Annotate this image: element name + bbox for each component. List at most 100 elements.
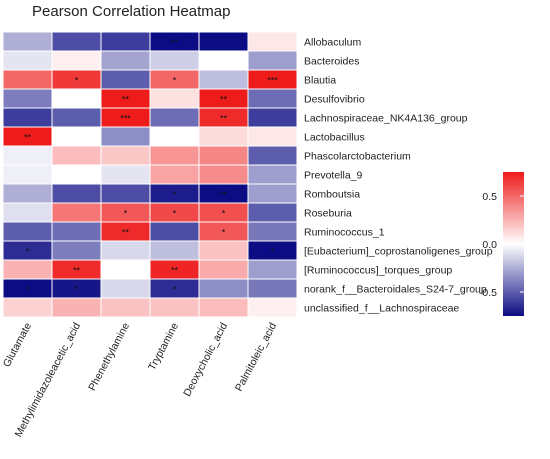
heatmap-cell-phascolarctobacterium-phenethylamine [100,145,151,166]
heatmap-cell-ruminococcus-1-palmitoleic-acid [247,221,298,242]
significance-mark: * [173,209,177,219]
significance-mark: * [124,209,128,219]
significance-mark: ** [122,95,130,105]
row-label-norank-f-bacteroidales-s24-7-group: norank_f__Bacteroidales_S24-7_group [304,284,487,296]
heatmap-cell-norank-f-bacteroidales-s24-7-group-phenethylamine [100,278,151,299]
heatmap-cell-prevotella-9-methylimidazoleacetic-acid [51,164,102,185]
significance-mark: * [26,247,30,257]
heatmap-cell-allobaculum-deoxycholic-acid [198,31,249,52]
heatmap-cell-desulfovibrio-methylimidazoleacetic-acid [51,88,102,109]
heatmap-cell-lachnospiraceae-nk4a136-group-palmitoleic-acid [247,107,298,128]
heatmap-cells [2,31,298,318]
heatmap-cell-unclassified-f-lachnospiraceae-deoxycholic-acid [198,297,249,318]
column-label-glutamate: Glutamate [1,321,34,370]
heatmap-cell-roseburia-methylimidazoleacetic-acid [51,202,102,223]
significance-mark: * [271,247,275,257]
column-label-phenethylamine: Phenethylamine [86,321,132,393]
heatmap-cell-phascolarctobacterium-deoxycholic-acid [198,145,249,166]
heatmap-cell-desulfovibrio-palmitoleic-acid [247,88,298,109]
heatmap-cell-phascolarctobacterium-palmitoleic-acid [247,145,298,166]
row-label-unclassified-f-lachnospiraceae: unclassified_f__Lachnospiraceae [304,303,459,315]
heatmap-cell-bacteroides-deoxycholic-acid [198,50,249,71]
heatmap-cell-eubacterium-coprostanoligenes-group-deoxycholic-acid [198,240,249,261]
heatmap-cell-norank-f-bacteroidales-s24-7-group-palmitoleic-acid [247,278,298,299]
heatmap-cell-unclassified-f-lachnospiraceae-tryptamine [149,297,200,318]
heatmap-cell-prevotella-9-glutamate [2,164,53,185]
significance-marks: *** * ***** ***** ***** *** * *** ** *** *** * * [24,38,278,295]
significance-mark: * [75,76,79,86]
row-label-desulfovibrio: Desulfovibrio [304,94,365,106]
heatmap-cell-unclassified-f-lachnospiraceae-palmitoleic-acid [247,297,298,318]
column-label-tryptamine: Tryptamine [146,321,181,373]
heatmap-cell-bacteroides-palmitoleic-acid [247,50,298,71]
significance-mark: ** [171,266,179,276]
heatmap-cell-allobaculum-methylimidazoleacetic-acid [51,31,102,52]
row-label-ruminococcus-1: Ruminococcus_1 [304,227,385,239]
row-label-blautia: Blautia [304,75,336,87]
legend-color-bar [503,172,524,316]
row-labels: Allobaculum Bacteroides Blautia Desulfovibr… [304,37,493,315]
significance-mark: ** [73,266,81,276]
heatmap-cell-blautia-glutamate [2,69,53,90]
significance-mark: ** [220,95,228,105]
heatmap-cell-phascolarctobacterium-methylimidazoleacetic-acid [51,145,102,166]
heatmap-cell-bacteroides-tryptamine [149,50,200,71]
heatmap-cell-lachnospiraceae-nk4a136-group-methylimidazoleacetic-acid [51,107,102,128]
heatmap-cell-bacteroides-phenethylamine [100,50,151,71]
heatmap-cell-blautia-deoxycholic-acid [198,69,249,90]
row-label-prevotella-9: Prevotella_9 [304,170,363,182]
heatmap-cell-roseburia-glutamate [2,202,53,223]
heatmap-cell-bacteroides-methylimidazoleacetic-acid [51,50,102,71]
significance-mark: ** [171,38,179,48]
significance-mark: *** [267,76,278,86]
row-label-roseburia: Roseburia [304,208,352,220]
heatmap-cell-ruminococcus-torques-group-glutamate [2,259,53,280]
heatmap-cell-romboutsia-palmitoleic-acid [247,183,298,204]
heatmap-cell-desulfovibrio-glutamate [2,88,53,109]
legend-tick-label: 0.5 [482,191,497,203]
significance-mark: * [222,209,226,219]
heatmap-cell-ruminococcus-1-glutamate [2,221,53,242]
heatmap-cell-unclassified-f-lachnospiraceae-phenethylamine [100,297,151,318]
heatmap-cell-ruminococcus-1-tryptamine [149,221,200,242]
heatmap-cell-prevotella-9-palmitoleic-acid [247,164,298,185]
significance-mark: ** [220,190,228,200]
heatmap-cell-lactobacillus-tryptamine [149,126,200,147]
heatmap-cell-phascolarctobacterium-tryptamine [149,145,200,166]
heatmap-cell-lachnospiraceae-nk4a136-group-tryptamine [149,107,200,128]
row-label-lactobacillus: Lactobacillus [304,132,365,144]
heatmap-cell-lactobacillus-deoxycholic-acid [198,126,249,147]
color-legend: 0.5 0.0 -0.5 [479,172,524,316]
significance-mark: * [222,228,226,238]
chart-title: Pearson Correlation Heatmap [32,3,230,20]
significance-mark: * [173,285,177,295]
heatmap-cell-bacteroides-glutamate [2,50,53,71]
heatmap-cell-lactobacillus-methylimidazoleacetic-acid [51,126,102,147]
heatmap-cell-ruminococcus-1-methylimidazoleacetic-acid [51,221,102,242]
significance-mark: * [173,76,177,86]
significance-mark: ** [220,114,228,124]
significance-mark: ** [122,228,130,238]
heatmap-cell-ruminococcus-torques-group-phenethylamine [100,259,151,280]
heatmap-cell-unclassified-f-lachnospiraceae-methylimidazoleacetic-acid [51,297,102,318]
heatmap-cell-prevotella-9-tryptamine [149,164,200,185]
heatmap-cell-romboutsia-glutamate [2,183,53,204]
heatmap-cell-allobaculum-glutamate [2,31,53,52]
significance-mark: * [26,285,30,295]
heatmap-cell-prevotella-9-phenethylamine [100,164,151,185]
heatmap-cell-unclassified-f-lachnospiraceae-glutamate [2,297,53,318]
heatmap-cell-ruminococcus-torques-group-palmitoleic-acid [247,259,298,280]
heatmap-cell-allobaculum-palmitoleic-acid [247,31,298,52]
heatmap-cell-lachnospiraceae-nk4a136-group-glutamate [2,107,53,128]
row-label-romboutsia: Romboutsia [304,189,360,201]
row-label-ruminococcus-torques-group: [Ruminococcus]_torques_group [304,265,452,277]
heatmap-cell-eubacterium-coprostanoligenes-group-phenethylamine [100,240,151,261]
heatmap-cell-eubacterium-coprostanoligenes-group-tryptamine [149,240,200,261]
significance-mark: ** [24,133,32,143]
legend-tick-label: -0.5 [479,287,497,299]
heatmap-cell-ruminococcus-torques-group-deoxycholic-acid [198,259,249,280]
heatmap-cell-eubacterium-coprostanoligenes-group-methylimidazoleacetic-acid [51,240,102,261]
heatmap-cell-allobaculum-phenethylamine [100,31,151,52]
